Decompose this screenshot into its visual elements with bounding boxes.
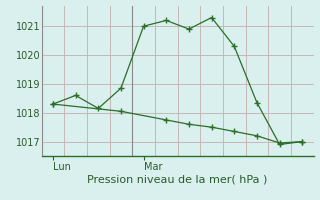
X-axis label: Pression niveau de la mer( hPa ): Pression niveau de la mer( hPa ) <box>87 174 268 184</box>
